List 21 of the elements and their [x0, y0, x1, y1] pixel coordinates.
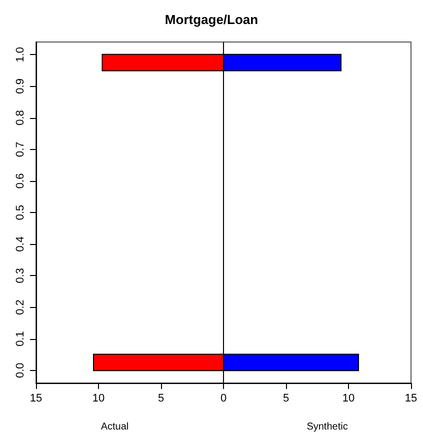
x-tick-label: 15	[404, 392, 418, 404]
y-tick-label: 0.2	[14, 300, 26, 315]
x-tick-label: 10	[342, 392, 355, 404]
text: Synthetic	[306, 422, 348, 432]
y-tick-label: 0.0	[14, 362, 26, 378]
y-tick-label: 0.4	[14, 236, 26, 252]
y-tick-label: 1.0	[14, 46, 26, 62]
y-tick-label: 0.9	[14, 78, 26, 94]
y-tick-label: 0.8	[14, 110, 26, 126]
y-tick-label: 0.3	[14, 268, 26, 284]
y-tick-label: 0.7	[14, 142, 26, 157]
y-tick-label: 0.6	[14, 173, 26, 189]
x-tick-label: 10	[92, 392, 105, 404]
x-tick-label: 0	[220, 392, 227, 404]
chart-title: Mortgage/Loan	[164, 12, 258, 27]
x-tick-label: 5	[282, 392, 290, 404]
x-tick-label: 15	[30, 392, 42, 404]
y-tick-label: 0.1	[14, 331, 26, 346]
text: Actual	[100, 422, 129, 432]
y-tick-label: 0.5	[14, 204, 26, 220]
x-tick-label: 5	[158, 392, 164, 404]
